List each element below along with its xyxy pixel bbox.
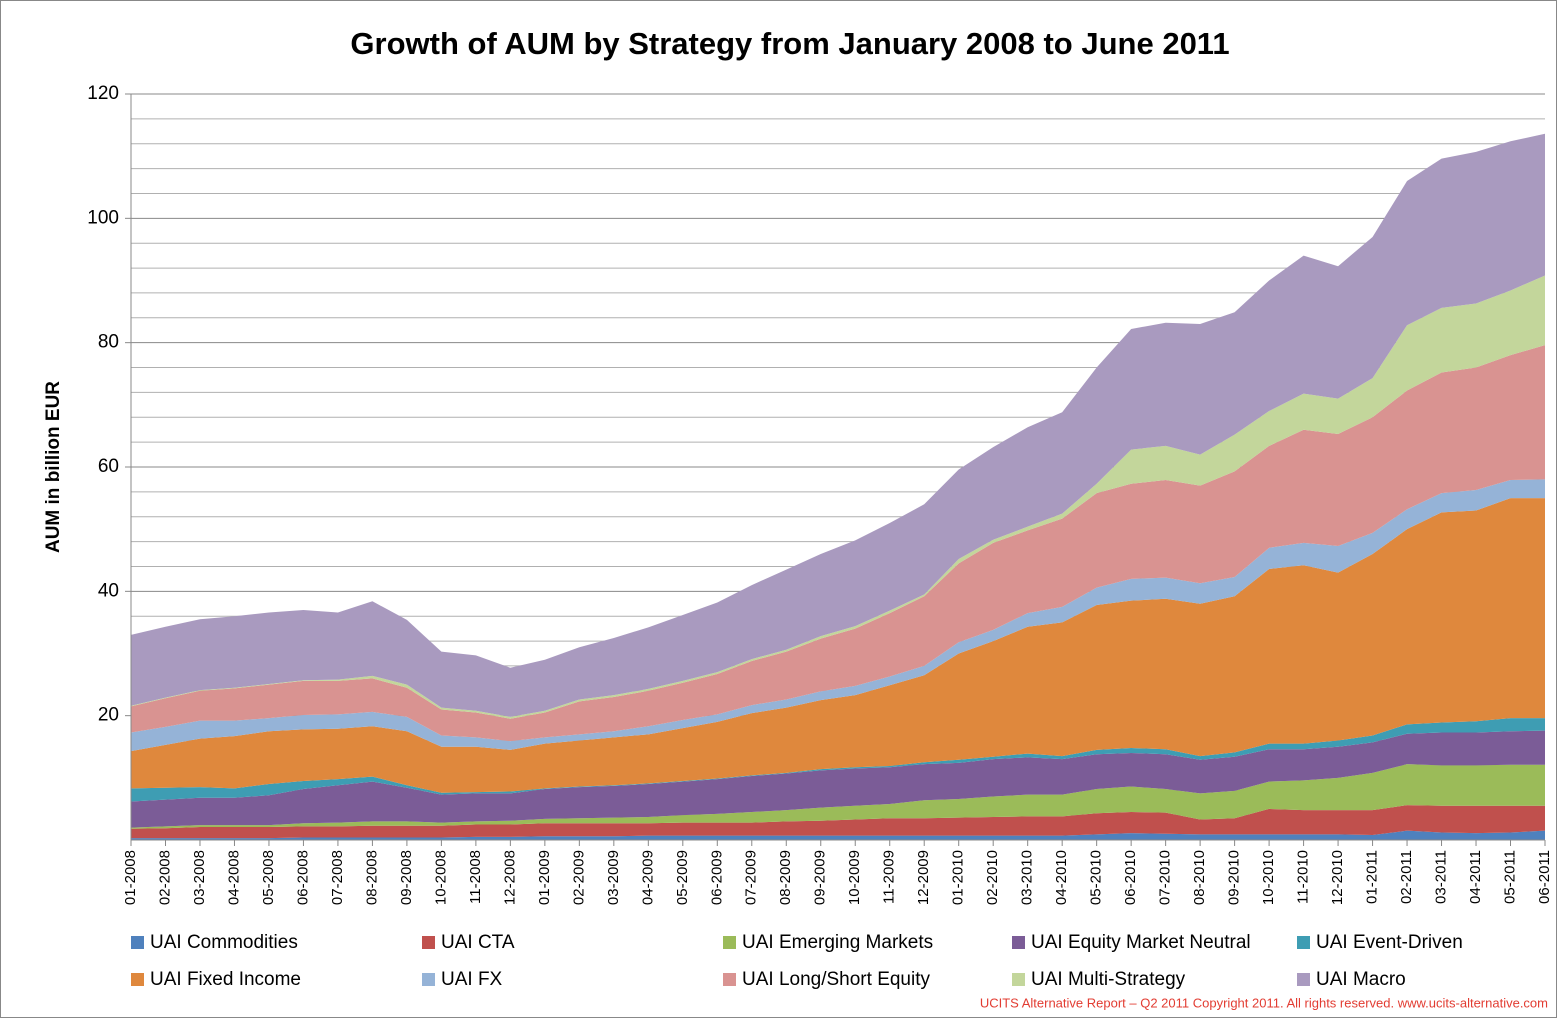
x-tick-label: 05-2011 <box>1501 850 1518 904</box>
y-tick-label: 80 <box>98 332 119 353</box>
x-tick-label: 07-2009 <box>743 850 760 905</box>
legend-swatch <box>131 936 144 949</box>
x-tick-label: 03-2011 <box>1433 850 1450 904</box>
area <box>131 730 1545 828</box>
x-tick-label: 09-2010 <box>1226 850 1243 905</box>
legend-label: UAI Macro <box>1316 969 1406 990</box>
area <box>131 830 1545 840</box>
x-tick-label: 10-2009 <box>846 850 863 905</box>
x-tick-label: 07-2010 <box>1157 850 1174 905</box>
legend-label: UAI Commodities <box>150 932 298 953</box>
legend-swatch <box>1012 936 1025 949</box>
x-tick-label: 08-2010 <box>1191 850 1208 905</box>
legend-label: UAI FX <box>441 969 503 990</box>
chart-title: Growth of AUM by Strategy from January 2… <box>350 26 1229 61</box>
x-tick-label: 11-2008 <box>467 850 484 904</box>
x-tick-label: 02-2009 <box>570 850 587 905</box>
y-tick-label: 40 <box>98 580 119 601</box>
x-tick-label: 02-2008 <box>156 850 173 905</box>
x-tick-label: 04-2010 <box>1053 850 1070 905</box>
x-tick-label: 01-2008 <box>122 850 139 905</box>
area <box>131 764 1545 829</box>
y-tick-label: 120 <box>87 83 119 104</box>
legend-label: UAI Multi-Strategy <box>1031 969 1186 990</box>
legend-swatch <box>1012 973 1025 986</box>
y-tick-label: 20 <box>98 705 119 726</box>
x-tick-label: 12-2009 <box>915 850 932 905</box>
x-tick-label: 08-2009 <box>777 850 794 905</box>
area <box>131 805 1545 839</box>
x-tick-label: 03-2009 <box>605 850 622 905</box>
x-tick-label: 12-2008 <box>501 850 518 905</box>
area <box>131 498 1545 793</box>
legend-label: UAI Event-Driven <box>1316 932 1463 953</box>
y-axis-title: AUM in billion EUR <box>43 381 64 553</box>
y-tick-label: 60 <box>98 456 119 477</box>
legend-swatch <box>422 936 435 949</box>
legend-swatch <box>131 973 144 986</box>
x-tick-label: 04-2008 <box>225 850 242 905</box>
legend-swatch <box>723 936 736 949</box>
legend-swatch <box>422 973 435 986</box>
x-tick-label: 12-2010 <box>1329 850 1346 905</box>
x-tick-label: 02-2010 <box>984 850 1001 905</box>
x-tick-label: 01-2011 <box>1364 850 1381 904</box>
legend-swatch <box>1297 973 1310 986</box>
x-tick-label: 09-2009 <box>812 850 829 905</box>
x-tick-label: 04-2009 <box>639 850 656 905</box>
footnote: UCITS Alternative Report – Q2 2011 Copyr… <box>980 995 1548 1010</box>
legend-label: UAI CTA <box>441 932 515 953</box>
x-tick-label: 04-2011 <box>1467 850 1484 904</box>
x-tick-label: 07-2008 <box>329 850 346 905</box>
y-tick-label: 100 <box>87 207 119 228</box>
x-tick-label: 01-2009 <box>536 850 553 905</box>
area <box>131 345 1545 742</box>
x-tick-label: 06-2009 <box>708 850 725 905</box>
legend-label: UAI Long/Short Equity <box>742 969 930 990</box>
x-tick-label: 09-2008 <box>398 850 415 905</box>
x-tick-label: 10-2008 <box>432 850 449 905</box>
legend-label: UAI Emerging Markets <box>742 932 933 953</box>
area <box>131 133 1545 717</box>
area <box>131 479 1545 752</box>
x-tick-label: 11-2010 <box>1295 850 1312 904</box>
x-tick-label: 01-2010 <box>950 850 967 905</box>
x-tick-label: 03-2008 <box>191 850 208 905</box>
legend-swatch <box>723 973 736 986</box>
x-tick-label: 05-2009 <box>674 850 691 905</box>
area <box>131 718 1545 802</box>
x-tick-label: 06-2011 <box>1536 850 1553 904</box>
legend-swatch <box>1297 936 1310 949</box>
x-tick-label: 03-2010 <box>1019 850 1036 905</box>
x-tick-label: 08-2008 <box>363 850 380 905</box>
x-tick-label: 05-2010 <box>1088 850 1105 905</box>
legend-label: UAI Fixed Income <box>150 969 301 990</box>
x-tick-label: 10-2010 <box>1260 850 1277 905</box>
x-tick-label: 05-2008 <box>260 850 277 905</box>
x-tick-label: 06-2008 <box>294 850 311 905</box>
x-tick-label: 11-2009 <box>881 850 898 904</box>
x-tick-label: 06-2010 <box>1122 850 1139 905</box>
x-tick-label: 02-2011 <box>1398 850 1415 904</box>
legend-label: UAI Equity Market Neutral <box>1031 932 1251 953</box>
